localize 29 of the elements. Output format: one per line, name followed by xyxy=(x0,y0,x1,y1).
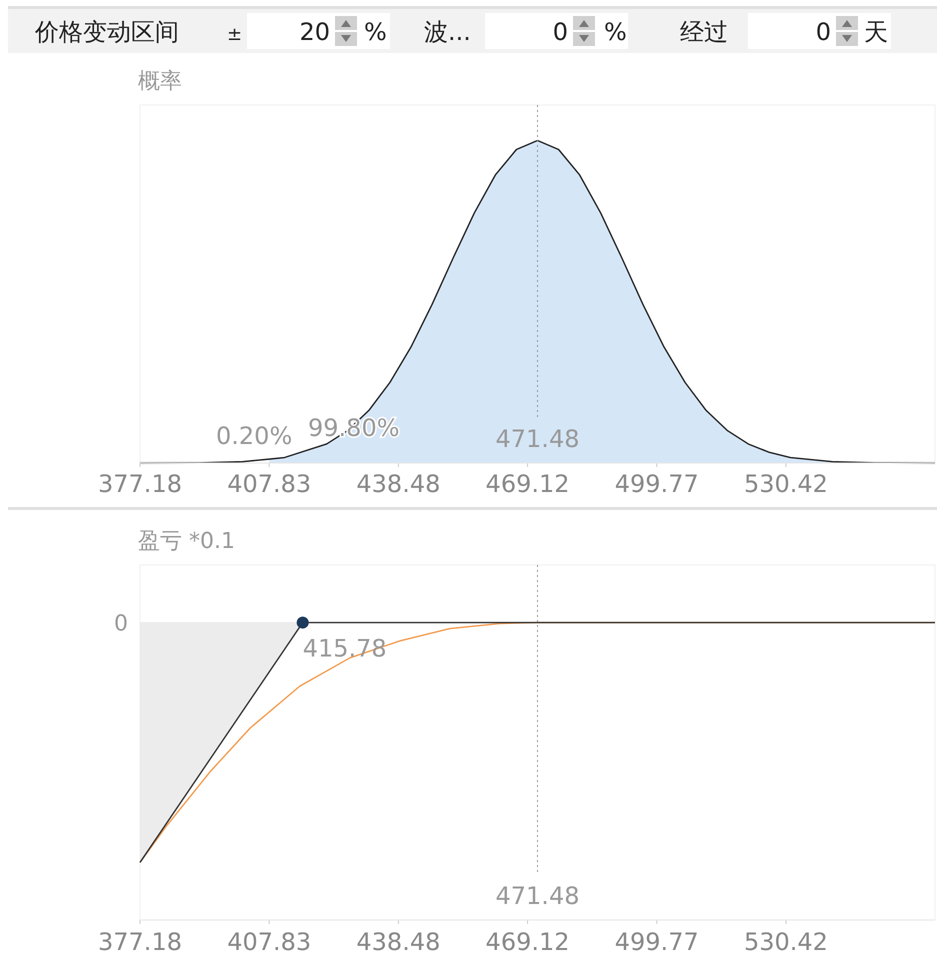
y-axis-title: 概率 xyxy=(138,69,182,94)
x-tick-label: 469.12 xyxy=(486,928,570,956)
text: 0 xyxy=(816,18,831,46)
x-tick-label: 499.77 xyxy=(614,928,699,956)
x-tick-label: 407.83 xyxy=(227,928,312,956)
x-tick-label: 469.12 xyxy=(486,470,570,498)
ref-line-label: 471.48 xyxy=(496,882,580,910)
ref-line-label: 471.48 xyxy=(496,425,580,453)
text: ± xyxy=(227,24,242,45)
y-axis-title: 盈亏 *0.1 xyxy=(138,529,235,554)
x-tick-label: 377.18 xyxy=(98,928,182,956)
annotation: 0.20% xyxy=(216,422,292,450)
x-tick-label: 438.48 xyxy=(356,470,440,498)
x-tick-label: 438.48 xyxy=(356,928,440,956)
text: 波... xyxy=(424,18,471,46)
text: 天 xyxy=(864,18,888,46)
ref-line-label: 0 xyxy=(114,612,128,637)
text: % xyxy=(364,18,387,46)
text: 20 xyxy=(299,18,330,46)
x-tick-label: 530.42 xyxy=(744,928,828,956)
text: 经过 xyxy=(680,18,728,46)
x-tick-label: 530.42 xyxy=(744,470,828,498)
text: 价格变动区间 xyxy=(34,18,179,46)
annotation: 415.78 xyxy=(302,634,387,663)
x-tick-label: 499.77 xyxy=(614,470,699,498)
text: 0 xyxy=(552,18,568,46)
x-tick-label: 407.83 xyxy=(227,470,312,498)
x-tick-label: 377.18 xyxy=(98,470,182,498)
text: % xyxy=(604,18,627,46)
